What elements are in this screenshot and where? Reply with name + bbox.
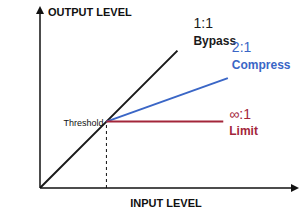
svg-text:2:1: 2:1	[232, 39, 252, 55]
svg-text:OUTPUT LEVEL: OUTPUT LEVEL	[48, 6, 132, 18]
svg-text:Threshold: Threshold	[63, 118, 103, 128]
svg-text:Bypass: Bypass	[193, 34, 236, 48]
svg-text:Compress: Compress	[232, 58, 291, 72]
svg-text:INPUT LEVEL: INPUT LEVEL	[130, 197, 202, 209]
svg-text:Limit: Limit	[229, 124, 258, 138]
svg-text:∞:1: ∞:1	[229, 106, 251, 122]
svg-text:1:1: 1:1	[193, 15, 213, 31]
